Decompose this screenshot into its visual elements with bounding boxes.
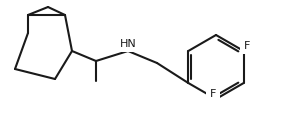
- Text: HN: HN: [120, 39, 136, 49]
- Text: F: F: [210, 89, 216, 99]
- Text: F: F: [243, 41, 250, 51]
